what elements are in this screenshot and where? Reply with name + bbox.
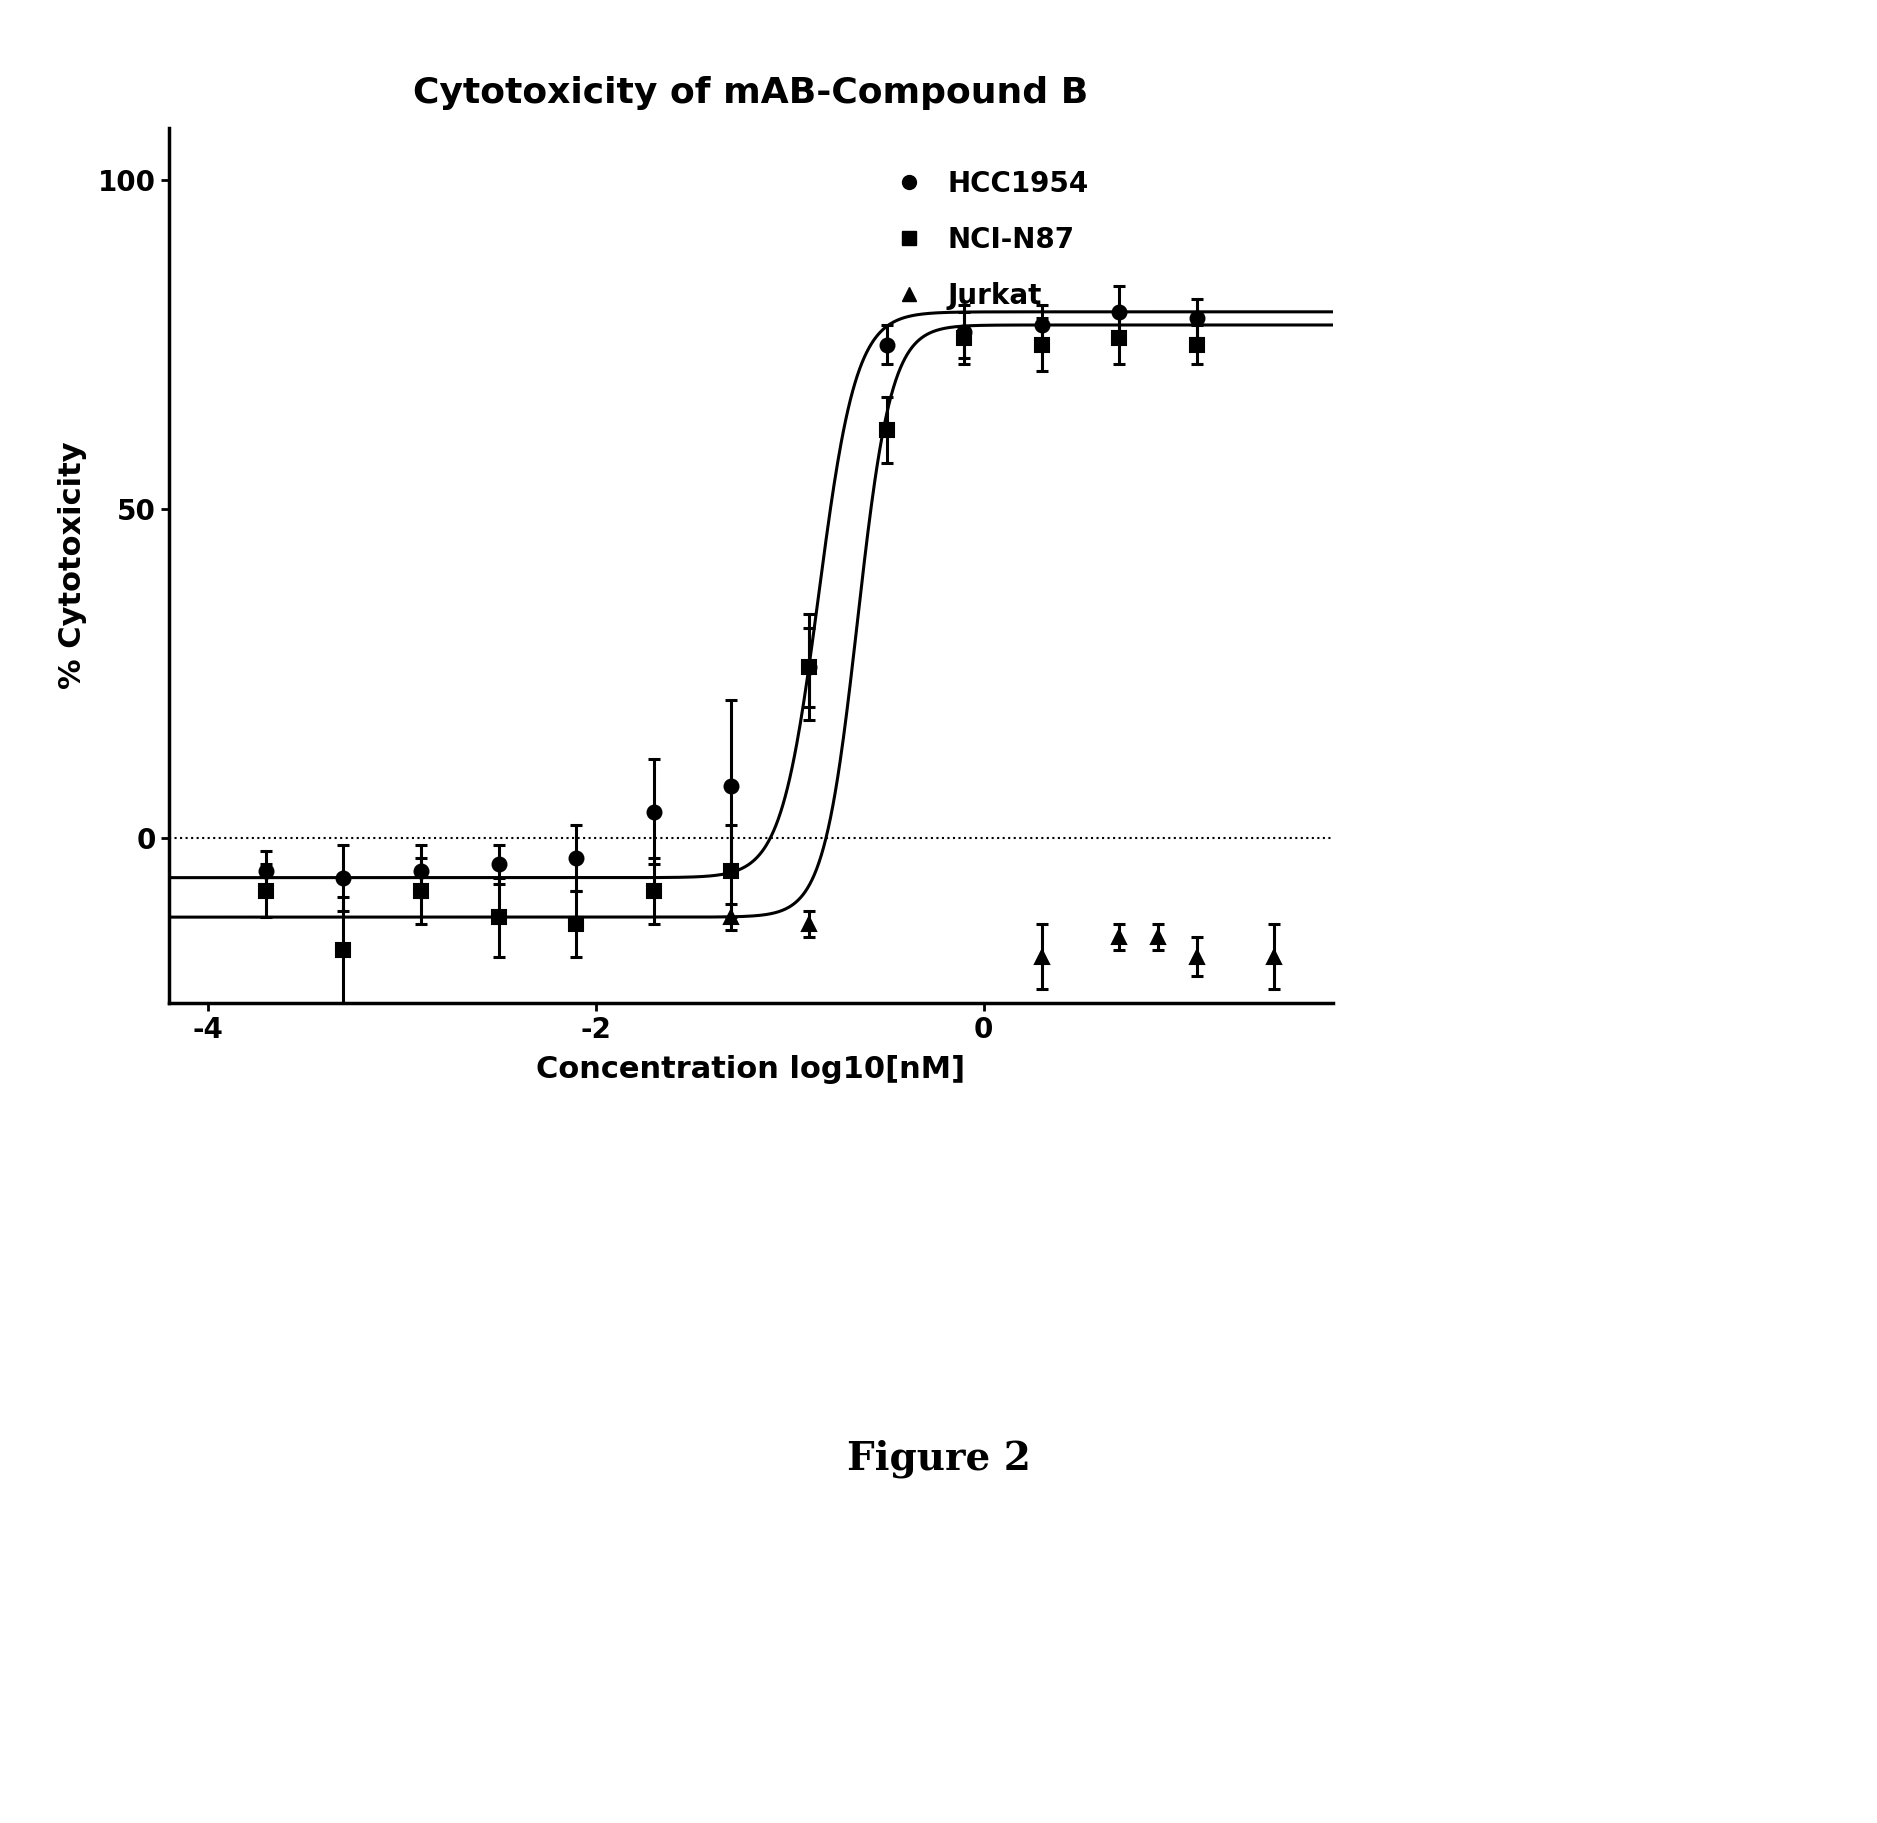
Title: Cytotoxicity of mAB-Compound B: Cytotoxicity of mAB-Compound B [413, 75, 1089, 109]
Text: Figure 2: Figure 2 [847, 1438, 1030, 1478]
Legend: HCC1954, NCI-N87, Jurkat: HCC1954, NCI-N87, Jurkat [880, 159, 1100, 321]
Y-axis label: % Cytotoxicity: % Cytotoxicity [58, 441, 86, 689]
X-axis label: Concentration log10[nM]: Concentration log10[nM] [537, 1056, 965, 1085]
